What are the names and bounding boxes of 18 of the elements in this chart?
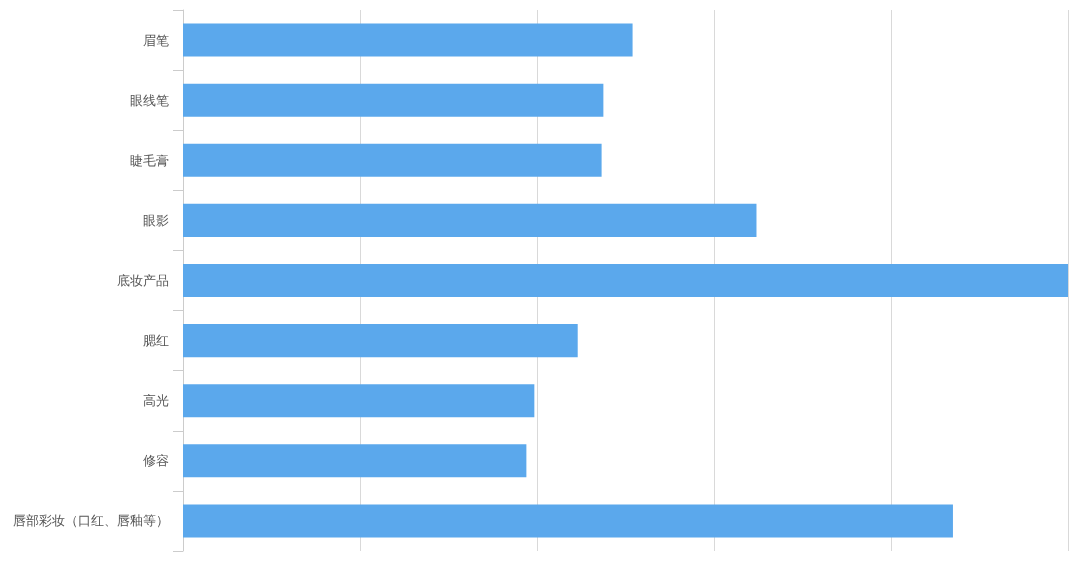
- y-tick-label: 眉笔: [143, 32, 169, 48]
- bar: [183, 504, 953, 538]
- y-tick-label: 眼线笔: [130, 92, 169, 108]
- y-tick-label: 修容: [143, 453, 169, 469]
- bar: [183, 324, 578, 358]
- y-tick-label: 唇部彩妆（口红、唇釉等）: [13, 513, 169, 529]
- bar: [183, 444, 527, 478]
- bar: [183, 263, 1068, 298]
- y-tick-label: 腮红: [143, 333, 169, 349]
- y-tick-label: 睫毛膏: [130, 152, 169, 168]
- y-tick-label: 底妆产品: [117, 273, 169, 288]
- bar: [183, 23, 633, 57]
- bar: [183, 143, 602, 177]
- bar: [183, 203, 757, 237]
- y-tick-label: 高光: [143, 393, 169, 409]
- bar: [183, 83, 604, 117]
- bar: [183, 384, 535, 418]
- y-tick-label: 眼影: [143, 212, 169, 228]
